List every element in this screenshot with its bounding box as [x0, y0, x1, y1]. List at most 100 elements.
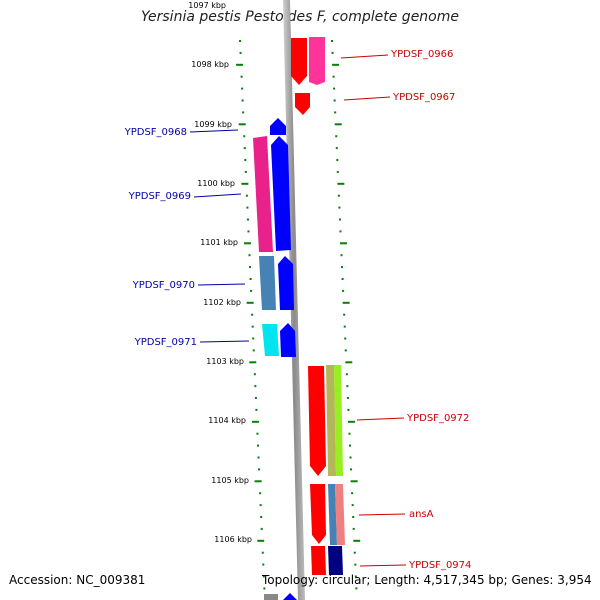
gene-feature-ypdsf-0969-b[interactable] — [271, 136, 291, 251]
ruler-tick — [246, 218, 249, 221]
gene-feature-ansa-b[interactable] — [328, 484, 337, 545]
ruler-tick — [341, 278, 344, 280]
ruler-tick — [353, 551, 356, 554]
gene-feature-ypdsf-0970-b[interactable] — [278, 256, 294, 310]
ruler-tick — [344, 337, 347, 340]
ruler-tick — [349, 456, 352, 459]
ruler-tick — [339, 230, 342, 233]
ruler-tick — [341, 266, 344, 269]
ruler-tick — [333, 99, 336, 102]
leader-line-ypdsf-0969 — [193, 193, 242, 198]
gene-feature-ypdsf-0970[interactable] — [259, 256, 276, 310]
ruler-tick — [352, 527, 355, 530]
ruler-label: 1099 kbp — [194, 120, 232, 129]
gene-label[interactable]: YPDSF_0970 — [132, 280, 195, 291]
ruler-tick — [254, 480, 262, 483]
accession-text: Accession: NC_009381 — [9, 573, 146, 587]
ruler-tick — [251, 420, 259, 423]
gene-feature-ypdsf-0966-b[interactable] — [309, 37, 325, 85]
gene-feature-ypdsf-0967[interactable] — [295, 93, 310, 115]
ruler-tick — [352, 516, 355, 518]
ruler-tick — [343, 325, 346, 328]
leader-line-ypdsf-0970 — [197, 283, 246, 286]
ruler-tick — [345, 361, 353, 364]
topology-text: Topology: circular; Length: 4,517,345 bp… — [262, 573, 592, 587]
ruler-label: 1098 kbp — [191, 60, 229, 69]
gene-feature-partial[interactable] — [264, 594, 278, 600]
ruler-ticks-right — [331, 40, 361, 590]
ruler-tick — [239, 51, 242, 54]
ruler-tick — [256, 432, 259, 435]
ruler-tick — [244, 159, 247, 161]
ruler-tick — [259, 492, 262, 495]
ruler-tick — [249, 266, 252, 269]
ruler-tick — [241, 99, 244, 102]
leader-line-ansa — [358, 513, 406, 516]
gene-feature-ypdsf-0974-b[interactable] — [328, 546, 343, 575]
ruler-tick — [245, 194, 248, 197]
ruler-label: 1100 kbp — [197, 179, 235, 188]
gene-label[interactable]: YPDSF_0966 — [390, 49, 453, 60]
ruler-tick — [262, 563, 265, 566]
ruler-labels: 1097 kbp 1098 kbp 1099 kbp 1100 kbp 1101… — [188, 1, 252, 544]
ruler-label: 1106 kbp — [214, 535, 252, 544]
ruler-tick — [252, 349, 255, 352]
ruler-tick — [251, 325, 254, 328]
ruler-tick — [263, 587, 266, 590]
gene-feature-ypdsf-0972[interactable] — [308, 366, 326, 476]
ruler-ticks-left — [236, 40, 266, 590]
gene-feature-ypdsf-0972-b[interactable] — [326, 365, 336, 476]
ruler-tick — [346, 397, 349, 399]
ruler-tick — [331, 40, 333, 42]
gene-label[interactable]: YPDSF_0972 — [406, 413, 469, 424]
ruler-tick — [347, 408, 350, 411]
ruler-tick — [350, 480, 358, 483]
ruler-tick — [243, 135, 246, 138]
ruler-tick — [348, 432, 351, 435]
gene-label[interactable]: YPDSF_0967 — [392, 92, 455, 103]
ruler-tick — [242, 111, 245, 114]
gene-feature-ansa-c[interactable] — [335, 484, 345, 545]
gene-feature-ypdsf-0971[interactable] — [262, 324, 279, 356]
gene-feature-ypdsf-0974[interactable] — [311, 546, 326, 575]
ruler-tick — [336, 159, 339, 161]
ruler-tick — [258, 468, 261, 471]
gene-feature-ypdsf-0968[interactable] — [270, 118, 286, 135]
ruler-tick — [243, 147, 246, 150]
ruler-tick — [346, 385, 349, 388]
gene-feature-ypdsf-0969[interactable] — [253, 136, 273, 252]
gene-labels: YPDSF_0966 YPDSF_0967 YPDSF_0968 YPDSF_0… — [124, 49, 472, 571]
ruler-tick — [253, 373, 256, 376]
gene-feature-ansa[interactable] — [310, 484, 326, 544]
gene-label[interactable]: ansA — [409, 509, 434, 520]
ruler-tick — [336, 170, 339, 173]
ruler-tick — [262, 575, 265, 578]
gene-feature-partial-b[interactable] — [283, 593, 297, 600]
ruler-tick — [254, 397, 257, 399]
ruler-tick — [344, 349, 347, 352]
gene-label[interactable]: YPDSF_0974 — [408, 560, 471, 571]
gene-feature-ypdsf-0966[interactable] — [291, 38, 307, 85]
ruler-tick — [259, 504, 262, 507]
ruler-tick — [340, 242, 348, 245]
ruler-tick — [244, 170, 247, 173]
leader-line-ypdsf-0966 — [340, 54, 389, 59]
ruler-tick — [345, 373, 348, 376]
gene-label[interactable]: YPDSF_0971 — [134, 337, 197, 348]
gene-feature-ypdsf-0972-c[interactable] — [334, 365, 343, 476]
ruler-tick — [246, 301, 254, 304]
ruler-tick — [261, 551, 264, 554]
ruler-tick — [246, 206, 249, 209]
ruler-tick — [340, 254, 343, 257]
ruler-tick — [332, 75, 335, 78]
ruler-label: 1101 kbp — [200, 238, 238, 247]
gene-feature-ypdsf-0971-b[interactable] — [280, 323, 296, 357]
ruler-tick — [251, 313, 254, 316]
ruler-tick — [332, 63, 340, 66]
gene-label[interactable]: YPDSF_0968 — [124, 127, 187, 138]
ruler-tick — [240, 75, 243, 78]
gene-label[interactable]: YPDSF_0969 — [128, 191, 191, 202]
ruler-tick — [252, 337, 255, 340]
ruler-tick — [337, 182, 345, 185]
ruler-label: 1105 kbp — [211, 476, 249, 485]
